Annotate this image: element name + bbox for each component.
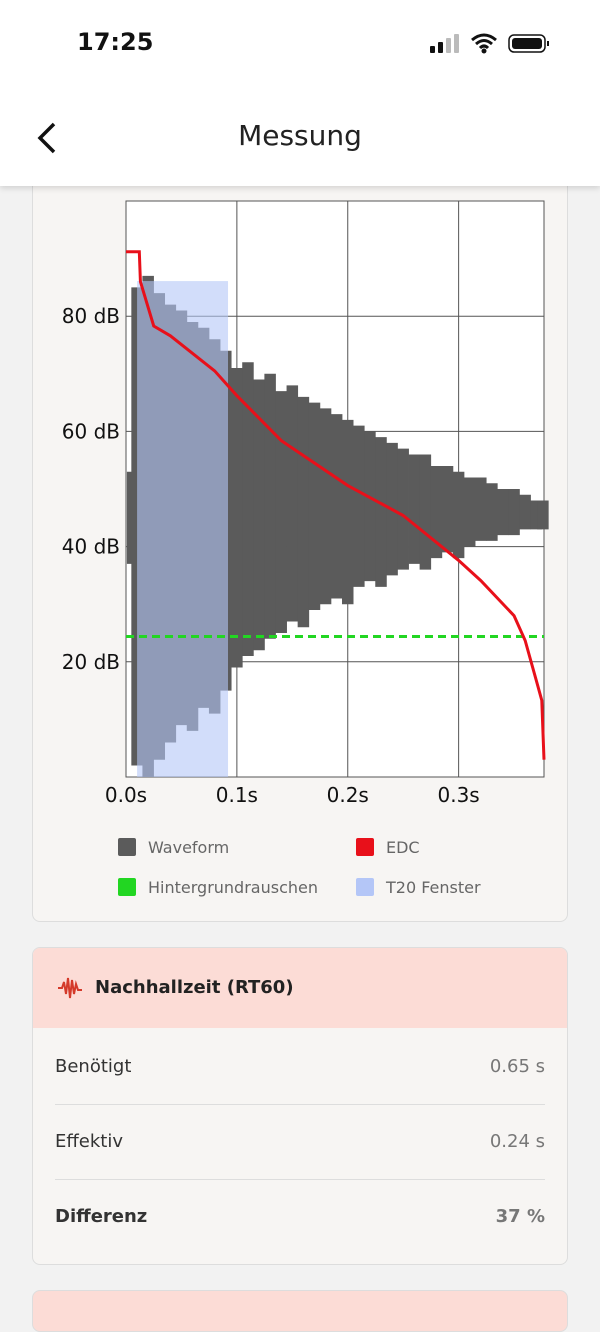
rt60-title: Nachhallzeit (RT60) (95, 977, 294, 998)
row-label: Differenz (55, 1206, 148, 1227)
y-tick-label: 20 dB (62, 650, 120, 674)
y-tick-label: 60 dB (62, 419, 120, 443)
row-value: 0.65 s (489, 1056, 545, 1077)
legend-label: EDC (386, 838, 420, 857)
x-tick-label: 0.1s (216, 783, 258, 807)
x-tick-label: 0.2s (327, 783, 369, 807)
rt60-row: Effektiv 0.24 s (55, 1104, 545, 1180)
back-button[interactable] (34, 120, 60, 156)
legend-swatch (356, 838, 374, 856)
legend-swatch (356, 878, 374, 896)
edc-line (126, 250, 546, 760)
next-card (32, 1290, 568, 1332)
legend-label: T20 Fenster (385, 878, 481, 897)
status-time: 17:25 (77, 28, 154, 56)
legend-swatch (118, 838, 136, 856)
rt60-card: Nachhallzeit (RT60) Benötigt 0.65 s Effek… (32, 947, 568, 1265)
x-tick-label: 0.3s (438, 783, 480, 807)
legend-label: Waveform (148, 838, 229, 857)
row-value: 0.24 s (489, 1131, 545, 1152)
y-tick-label: 80 dB (62, 304, 120, 328)
row-label: Benötigt (55, 1056, 132, 1077)
header-title: Messung (238, 119, 362, 152)
row-value: 37 % (495, 1206, 545, 1227)
legend-swatch (118, 878, 136, 896)
row-label: Effektiv (55, 1131, 123, 1152)
header: 17:25 Messung (0, 0, 600, 186)
chart: 20 dB 40 dB 60 dB 80 dB 0.0s 0.1s 0.2s 0.3s Wave… (62, 200, 549, 897)
rt60-icon (58, 977, 82, 999)
rt60-row: Benötigt 0.65 s (55, 1029, 545, 1105)
rt60-card-header: Nachhallzeit (RT60) (33, 948, 567, 1028)
legend-label: Hintergrundrauschen (148, 878, 318, 897)
status-icons (430, 33, 549, 54)
rt60-row: Differenz 37 % (55, 1179, 545, 1254)
t20-window (137, 281, 229, 777)
y-tick-label: 40 dB (62, 535, 120, 559)
x-tick-label: 0.0s (105, 783, 147, 807)
